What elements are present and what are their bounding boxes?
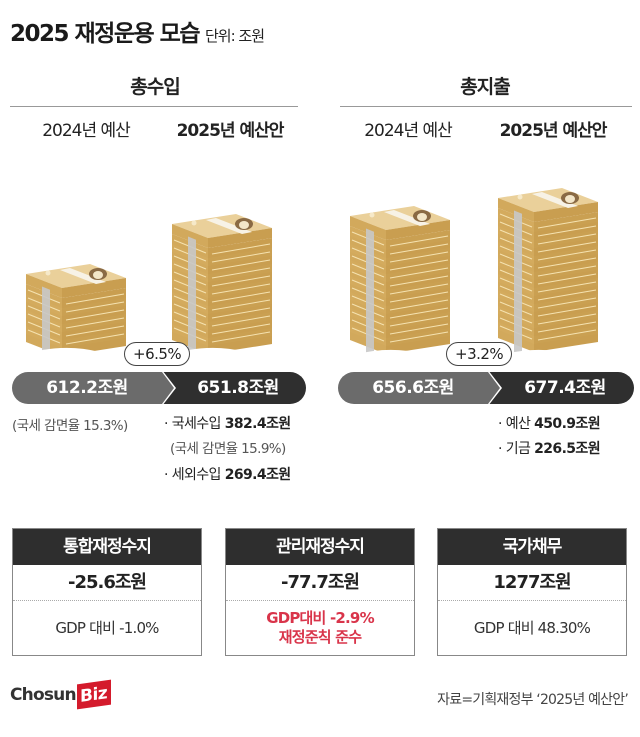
money-stack-expenditure-2025 <box>492 148 620 374</box>
card-sub: GDP 대비 -1.0% <box>13 601 201 655</box>
card-value: -77.7조원 <box>226 565 414 601</box>
breakdown-value: 226.5조원 <box>534 441 600 457</box>
card-value: -25.6조원 <box>13 565 201 601</box>
unit-label: 단위: 조원 <box>205 27 265 45</box>
card-managed-balance: 관리재정수지 -77.7조원 GDP대비 -2.9% 재정준칙 준수 <box>225 528 415 656</box>
card-sub-line: GDP 대비 -1.0% <box>55 618 159 637</box>
chosunbiz-logo: Chosun Biz <box>10 679 111 710</box>
card-sub-line: GDP 대비 48.30% <box>473 618 591 637</box>
revenue-section-title: 총수입 <box>130 76 180 98</box>
revenue-value-bar: 612.2조원 651.8조원 <box>12 370 306 406</box>
card-sub: GDP대비 -2.9% 재정준칙 준수 <box>226 601 414 655</box>
card-title: 관리재정수지 <box>226 529 414 565</box>
card-sub-line: 재정준칙 준수 <box>278 628 362 646</box>
expenditure-change-badge: +3.2% <box>446 342 513 366</box>
chevron-right-icon <box>488 372 500 404</box>
page-title: 2025 재정운용 모습 단위: 조원 <box>10 14 265 48</box>
expenditure-breakdown-item: · 예산 450.9조원 <box>498 413 601 433</box>
revenue-value-prev: 612.2조원 <box>12 372 162 404</box>
breakdown-value: 382.4조원 <box>224 416 291 432</box>
revenue-breakdown-item: · 국세수입 382.4조원 <box>164 413 291 433</box>
money-stack-revenue-2025 <box>166 184 294 372</box>
breakdown-label: 국세수입 <box>171 416 222 432</box>
money-stack-revenue-2024 <box>20 246 140 370</box>
breakdown-value: 269.4조원 <box>224 467 291 483</box>
card-title: 국가채무 <box>438 529 626 565</box>
revenue-prev-note: (국세 감면율 15.3%) <box>12 418 128 434</box>
expenditure-year-next: 2025년 예산안 <box>499 121 608 141</box>
revenue-change-badge: +6.5% <box>124 342 191 366</box>
card-national-debt: 국가채무 1277조원 GDP 대비 48.30% <box>437 528 627 656</box>
source-credit: 자료=기획재정부 ‘2025년 예산안’ <box>437 692 629 708</box>
revenue-year-prev: 2024년 예산 <box>42 121 131 141</box>
revenue-next-note: (국세 감면율 15.9%) <box>170 441 286 457</box>
bullet-dot: · <box>164 467 168 483</box>
expenditure-value-bar: 656.6조원 677.4조원 <box>338 370 634 406</box>
expenditure-breakdown-item: · 기금 226.5조원 <box>498 438 601 458</box>
bullet-dot: · <box>498 441 502 457</box>
title-main: 2025 재정운용 모습 <box>10 21 201 47</box>
breakdown-value: 450.9조원 <box>534 416 600 432</box>
revenue-divider <box>10 106 298 107</box>
expenditure-year-prev: 2024년 예산 <box>364 121 453 141</box>
logo-text: Chosun <box>10 684 77 705</box>
breakdown-label: 기금 <box>505 441 531 457</box>
card-sub: GDP 대비 48.30% <box>438 601 626 655</box>
expenditure-value-prev: 656.6조원 <box>338 372 488 404</box>
revenue-year-next: 2025년 예산안 <box>176 121 285 141</box>
bullet-dot: · <box>498 416 502 432</box>
expenditure-value-next: 677.4조원 <box>488 372 634 404</box>
card-sub-line: GDP대비 -2.9% <box>266 609 374 627</box>
revenue-breakdown-item: · 세외수입 269.4조원 <box>164 464 291 484</box>
breakdown-label: 세외수입 <box>171 467 222 483</box>
breakdown-label: 예산 <box>505 416 531 432</box>
expenditure-divider <box>340 106 632 107</box>
money-stack-expenditure-2024 <box>344 170 472 372</box>
card-integrated-balance: 통합재정수지 -25.6조원 GDP 대비 -1.0% <box>12 528 202 656</box>
bullet-dot: · <box>164 416 168 432</box>
logo-badge: Biz <box>76 679 111 710</box>
chevron-right-icon <box>162 372 174 404</box>
expenditure-section-title: 총지출 <box>460 76 510 98</box>
revenue-value-next: 651.8조원 <box>162 372 306 404</box>
card-value: 1277조원 <box>438 565 626 601</box>
card-title: 통합재정수지 <box>13 529 201 565</box>
